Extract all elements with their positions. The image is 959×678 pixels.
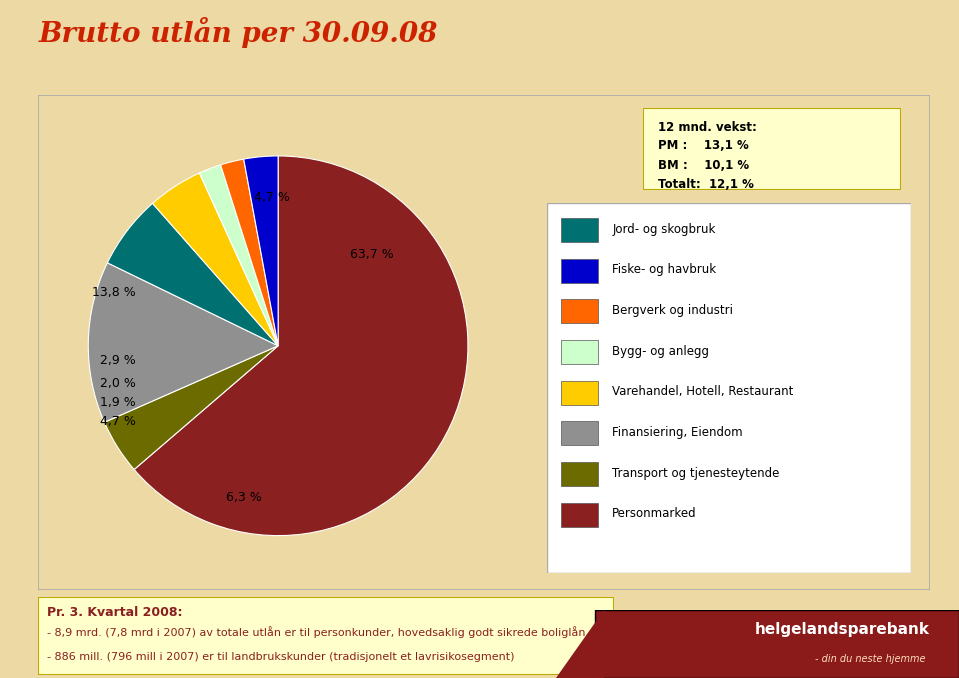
Wedge shape [107,203,278,346]
FancyBboxPatch shape [561,502,597,527]
Text: Pr. 3. Kvartal 2008:: Pr. 3. Kvartal 2008: [47,606,182,619]
FancyBboxPatch shape [561,218,597,242]
Text: 13,8 %: 13,8 % [92,286,136,299]
Text: Finansiering, Eiendom: Finansiering, Eiendom [612,426,743,439]
FancyBboxPatch shape [561,259,597,283]
Text: 4,7 %: 4,7 % [100,415,136,428]
Text: Personmarked: Personmarked [612,507,697,520]
Text: - 8,9 mrd. (7,8 mrd i 2007) av totale utlån er til personkunder, hovedsaklig god: - 8,9 mrd. (7,8 mrd i 2007) av totale ut… [47,626,586,638]
FancyBboxPatch shape [595,610,959,678]
Text: Transport og tjenesteytende: Transport og tjenesteytende [612,466,780,479]
FancyBboxPatch shape [561,381,597,405]
FancyBboxPatch shape [561,300,597,323]
Text: - din du neste hjemme: - din du neste hjemme [815,654,925,664]
Wedge shape [244,156,278,346]
FancyBboxPatch shape [38,597,614,675]
Text: Totalt:  12,1 %: Totalt: 12,1 % [658,178,754,191]
Polygon shape [556,610,604,678]
Wedge shape [199,165,278,346]
Text: helgelandsparebank: helgelandsparebank [756,622,930,637]
Text: Bygg- og anlegg: Bygg- og anlegg [612,344,710,358]
Text: 4,7 %: 4,7 % [254,191,291,204]
Wedge shape [152,173,278,346]
Text: PM :    13,1 %: PM : 13,1 % [658,140,749,153]
Text: 6,3 %: 6,3 % [226,491,262,504]
FancyBboxPatch shape [561,462,597,486]
Text: Bergverk og industri: Bergverk og industri [612,304,734,317]
Wedge shape [134,156,468,536]
Text: Brutto utlån per 30.09.08: Brutto utlån per 30.09.08 [38,17,437,48]
Wedge shape [105,346,278,470]
Text: - 886 mill. (796 mill i 2007) er til landbrukskunder (tradisjonelt et lavrisikos: - 886 mill. (796 mill i 2007) er til lan… [47,652,514,662]
Wedge shape [221,159,278,346]
Text: Varehandel, Hotell, Restaurant: Varehandel, Hotell, Restaurant [612,385,794,399]
FancyBboxPatch shape [643,108,901,190]
FancyBboxPatch shape [561,340,597,364]
Text: BM :    10,1 %: BM : 10,1 % [658,159,749,172]
Text: 1,9 %: 1,9 % [100,396,136,410]
Wedge shape [88,263,278,422]
FancyBboxPatch shape [547,203,911,573]
Text: Jord- og skogbruk: Jord- og skogbruk [612,223,715,236]
Text: 63,7 %: 63,7 % [350,248,394,261]
Text: Fiske- og havbruk: Fiske- og havbruk [612,264,716,277]
FancyBboxPatch shape [561,422,597,445]
Text: 12 mnd. vekst:: 12 mnd. vekst: [658,121,757,134]
Text: 2,0 %: 2,0 % [100,377,136,391]
Text: 2,9 %: 2,9 % [100,355,136,367]
